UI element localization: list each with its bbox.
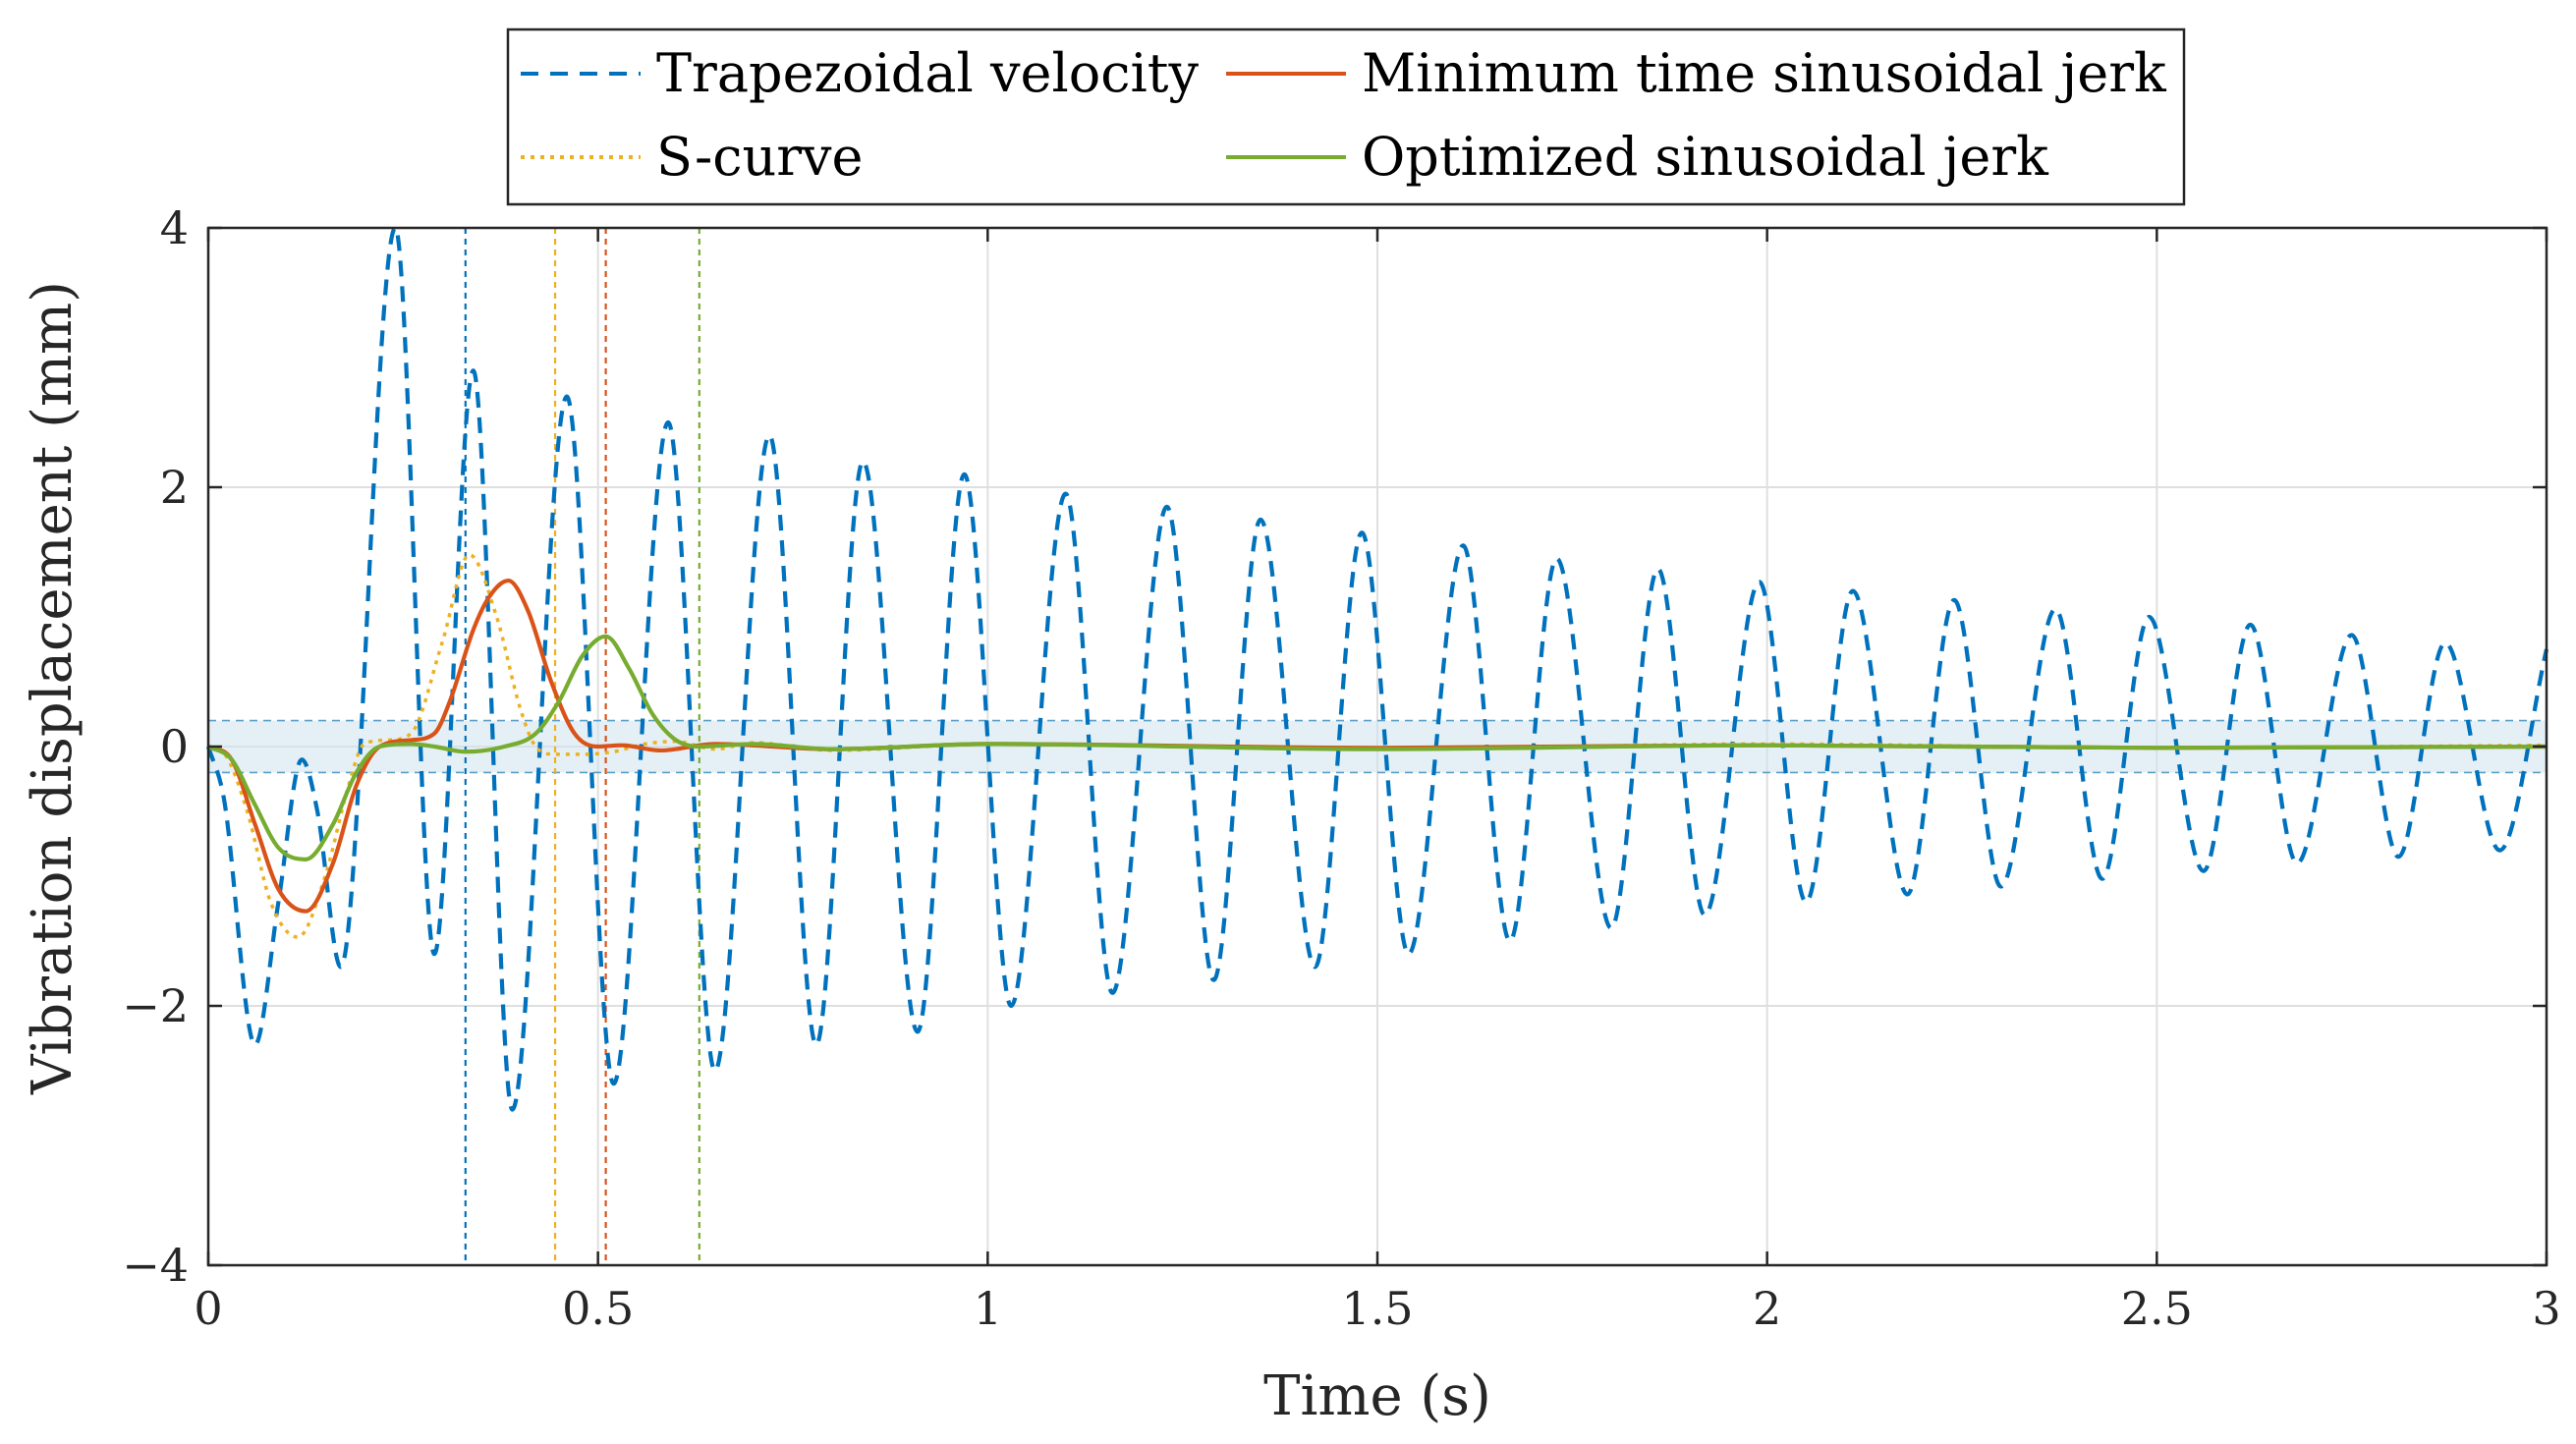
series-line-3 [206,634,2548,861]
series-line-1 [207,552,2548,939]
y-axis-label: Vibration displacement (mm) [21,281,84,1095]
x-tick-label-2: 1 [974,1282,1002,1335]
legend-box [506,28,2186,206]
x-tick-label-5: 2.5 [2121,1282,2193,1335]
legend-label-trapezoidal: Trapezoidal velocity [656,42,1199,104]
y-tick-label-0: −4 [122,1239,189,1292]
series-line-0 [205,225,2549,1112]
x-tick-label-4: 2 [1753,1282,1781,1335]
x-tick-label-0: 0 [194,1282,222,1335]
legend-label-min-time-sin-jerk: Minimum time sinusoidal jerk [1362,42,2167,104]
axes-frame [206,226,2548,1267]
x-tick-label-3: 1.5 [1341,1282,1413,1335]
y-tick-label-3: 2 [160,461,189,514]
series-lines [205,225,2549,1112]
x-tick-label-6: 3 [2532,1282,2560,1335]
x-axis-label: Time (s) [1263,1364,1491,1428]
y-tick-label-1: −2 [122,979,189,1032]
y-tick-label-2: 0 [160,720,189,773]
legend: Trapezoidal velocity S-curve Minimum tim… [506,28,2186,206]
legend-label-optimized-sin-jerk: Optimized sinusoidal jerk [1362,126,2049,188]
tick-labels: 0 0.5 1 1.5 2 2.5 3 −4 −2 0 2 4 [122,201,2560,1335]
y-tick-label-4: 4 [160,201,189,254]
legend-label-s-curve: S-curve [656,126,864,188]
x-tick-label-1: 0.5 [562,1282,634,1335]
